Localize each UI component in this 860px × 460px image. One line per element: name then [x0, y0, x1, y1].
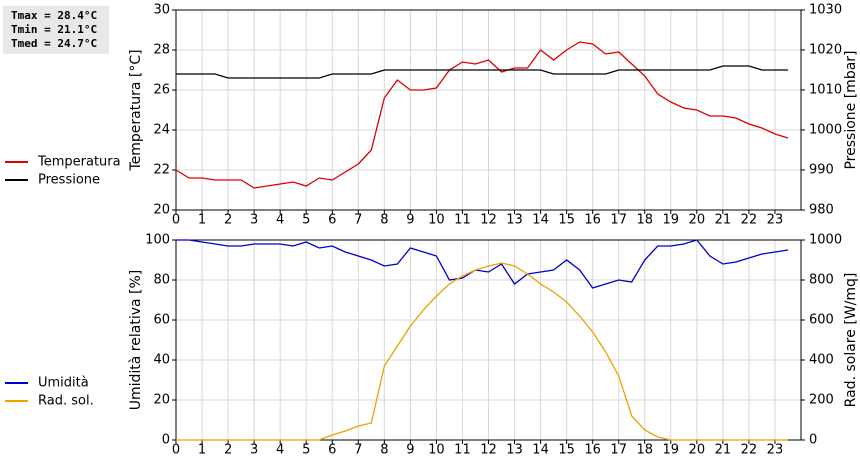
x-tick-label: 5 — [302, 213, 310, 228]
series-line — [176, 239, 789, 289]
annotation: Tmax = 28.4°C — [11, 9, 97, 22]
x-tick-label: 9 — [406, 443, 414, 458]
plot-frame — [175, 9, 802, 211]
x-tick-label: 17 — [610, 213, 627, 228]
x-tick-label: 14 — [532, 213, 549, 228]
x-tick-label: 18 — [636, 443, 653, 458]
x-tick-label: 3 — [250, 213, 258, 228]
annotation: Tmed = 24.7°C — [11, 37, 97, 50]
plot-frame — [175, 239, 802, 441]
x-tick-label: 15 — [558, 213, 575, 228]
y-tick-label: 20 — [153, 393, 170, 408]
x-tick-label: 15 — [558, 443, 575, 458]
x-tick-label: 19 — [663, 443, 680, 458]
y2-tick-label: 1000 — [809, 233, 842, 248]
x-tick-label: 2 — [224, 213, 232, 228]
x-tick-label: 14 — [532, 443, 549, 458]
y2-tick-label: 1030 — [809, 3, 842, 18]
x-tick-label: 4 — [276, 213, 284, 228]
x-tick-label: 21 — [715, 443, 732, 458]
series-line — [175, 41, 789, 189]
y-tick-label: 28 — [153, 43, 170, 58]
y2-axis-label: Rad. solare [W/mq] — [843, 273, 859, 408]
x-tick-label: 10 — [428, 443, 445, 458]
y-tick-label: 80 — [153, 273, 170, 288]
y2-tick-label: 1010 — [809, 83, 842, 98]
x-tick-label: 21 — [715, 213, 732, 228]
x-tick-label: 4 — [276, 443, 284, 458]
y2-tick-label: 800 — [809, 273, 834, 288]
x-tick-label: 20 — [689, 213, 706, 228]
stats-box — [3, 6, 109, 54]
y2-tick-label: 200 — [809, 393, 834, 408]
x-tick-label: 5 — [302, 443, 310, 458]
y2-axis-label: Pressione [mbar] — [843, 50, 859, 169]
y-tick-label: 40 — [153, 353, 170, 368]
x-tick-label: 6 — [328, 213, 336, 228]
y-tick-label: 0 — [162, 433, 170, 448]
x-tick-label: 12 — [480, 443, 497, 458]
y2-tick-label: 980 — [809, 203, 834, 218]
x-tick-label: 22 — [741, 213, 758, 228]
legend-label: Pressione — [38, 173, 100, 188]
y2-tick-label: 1020 — [809, 43, 842, 58]
x-tick-label: 8 — [380, 443, 388, 458]
x-tick-label: 0 — [172, 213, 180, 228]
y-tick-label: 22 — [153, 163, 170, 178]
y-tick-label: 100 — [145, 233, 170, 248]
x-tick-label: 1 — [198, 443, 206, 458]
x-tick-label: 19 — [663, 213, 680, 228]
x-tick-label: 12 — [480, 213, 497, 228]
x-tick-label: 23 — [767, 213, 784, 228]
x-tick-label: 18 — [636, 213, 653, 228]
y2-tick-label: 1000 — [809, 123, 842, 138]
x-tick-label: 10 — [428, 213, 445, 228]
x-tick-label: 13 — [506, 443, 523, 458]
x-tick-label: 16 — [584, 213, 601, 228]
y2-tick-label: 990 — [809, 163, 834, 178]
x-tick-label: 13 — [506, 213, 523, 228]
legend-label: Rad. sol. — [38, 394, 94, 409]
x-tick-label: 6 — [328, 443, 336, 458]
series-line — [176, 65, 788, 79]
x-tick-label: 11 — [454, 443, 471, 458]
x-tick-label: 16 — [584, 443, 601, 458]
x-tick-label: 3 — [250, 443, 258, 458]
x-tick-label: 0 — [172, 443, 180, 458]
legend-label: Umidità — [38, 376, 89, 391]
y-tick-label: 24 — [153, 123, 170, 138]
x-tick-label: 1 — [198, 213, 206, 228]
x-tick-label: 7 — [354, 213, 362, 228]
y2-tick-label: 0 — [809, 433, 817, 448]
x-tick-label: 17 — [610, 443, 627, 458]
y-tick-label: 30 — [153, 3, 170, 18]
y-tick-label: 26 — [153, 83, 170, 98]
legend-label: Temperatura — [37, 155, 121, 170]
x-tick-label: 7 — [354, 443, 362, 458]
series-line — [176, 262, 788, 441]
annotation: Tmin = 21.1°C — [11, 23, 97, 36]
x-tick-label: 22 — [741, 443, 758, 458]
x-tick-label: 23 — [767, 443, 784, 458]
x-tick-label: 11 — [454, 213, 471, 228]
x-tick-label: 20 — [689, 443, 706, 458]
y-tick-label: 20 — [153, 203, 170, 218]
y-axis-label: Temperatura [°C] — [128, 49, 144, 171]
y2-tick-label: 600 — [809, 313, 834, 328]
y-tick-label: 60 — [153, 313, 170, 328]
x-tick-label: 2 — [224, 443, 232, 458]
y2-tick-label: 400 — [809, 353, 834, 368]
y-axis-label: Umidità relativa [%] — [128, 270, 144, 411]
x-tick-label: 8 — [380, 213, 388, 228]
x-tick-label: 9 — [406, 213, 414, 228]
